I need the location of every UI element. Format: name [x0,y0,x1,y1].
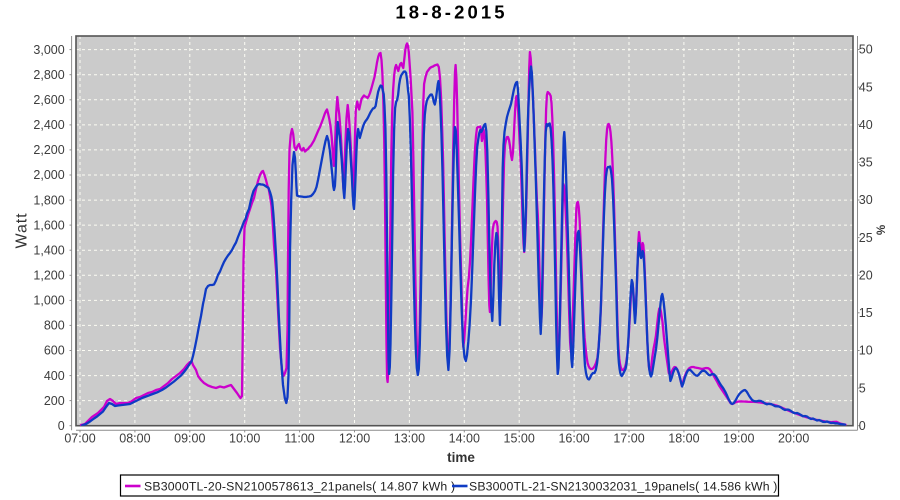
svg-text:35: 35 [859,156,873,170]
svg-text:30: 30 [859,193,873,207]
svg-text:2,200: 2,200 [33,143,64,157]
svg-text:400: 400 [44,369,65,383]
svg-text:10:00: 10:00 [229,432,260,446]
svg-text:time: time [447,450,475,465]
svg-text:07:00: 07:00 [64,432,95,446]
svg-text:25: 25 [859,231,873,245]
svg-text:2,800: 2,800 [33,68,64,82]
svg-text:17:00: 17:00 [613,432,644,446]
svg-text:12:00: 12:00 [339,432,370,446]
svg-text:14:00: 14:00 [449,432,480,446]
svg-text:3,000: 3,000 [33,43,64,57]
svg-text:1,600: 1,600 [33,218,64,232]
svg-text:%: % [873,225,885,235]
svg-text:SB3000TL-21-SN2130032031_19pan: SB3000TL-21-SN2130032031_19panels( 14.58… [469,479,778,493]
svg-text:1,400: 1,400 [33,243,64,257]
svg-text:2,400: 2,400 [33,118,64,132]
svg-text:15: 15 [859,306,873,320]
svg-text:20: 20 [859,268,873,282]
svg-text:5: 5 [859,381,866,395]
svg-text:40: 40 [859,118,873,132]
svg-text:18-8-2015: 18-8-2015 [395,2,507,23]
svg-text:0: 0 [58,419,65,433]
svg-text:1,800: 1,800 [33,193,64,207]
svg-text:0: 0 [859,419,866,433]
svg-text:2,000: 2,000 [33,168,64,182]
svg-text:800: 800 [44,319,65,333]
svg-text:16:00: 16:00 [558,432,589,446]
svg-text:10: 10 [859,344,873,358]
svg-text:19:00: 19:00 [723,432,754,446]
svg-text:20:00: 20:00 [778,432,809,446]
svg-text:1,200: 1,200 [33,269,64,283]
svg-text:08:00: 08:00 [119,432,150,446]
svg-text:200: 200 [44,394,65,408]
svg-text:600: 600 [44,344,65,358]
svg-text:1,000: 1,000 [33,294,64,308]
svg-text:13:00: 13:00 [394,432,425,446]
svg-text:15:00: 15:00 [504,432,535,446]
svg-text:2,600: 2,600 [33,93,64,107]
svg-text:Watt: Watt [14,213,31,249]
svg-text:11:00: 11:00 [284,432,314,446]
svg-text:18:00: 18:00 [668,432,699,446]
svg-text:45: 45 [859,80,873,94]
svg-text:SB3000TL-20-SN2100578613_21pan: SB3000TL-20-SN2100578613_21panels( 14.80… [144,479,455,493]
svg-text:50: 50 [859,43,873,57]
svg-text:09:00: 09:00 [174,432,205,446]
